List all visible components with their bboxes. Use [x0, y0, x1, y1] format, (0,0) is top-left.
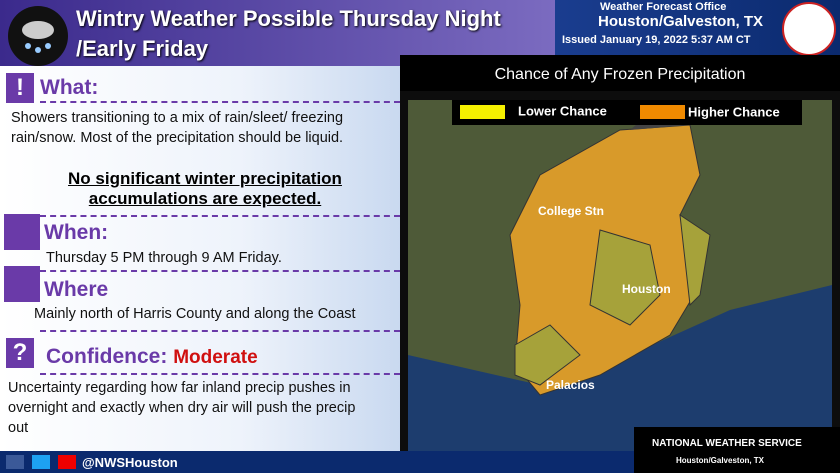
social-icon [6, 455, 24, 469]
title: Wintry Weather Possible Thursday Night [76, 6, 501, 31]
legend-entry: Higher Chance [688, 104, 780, 119]
heading: What: [40, 76, 99, 99]
divider [40, 330, 400, 332]
left-panel [0, 0, 400, 473]
footer [0, 451, 634, 473]
emphasis: No significant winter precipitation accu… [68, 169, 342, 208]
text: Mainly north of Harris County and along … [34, 306, 356, 322]
text: Uncertainty regarding how far inland pre… [8, 380, 356, 436]
heading: Confidence: [46, 345, 168, 368]
icon [4, 214, 40, 250]
icon: ! [6, 73, 34, 103]
weather-icon [8, 6, 68, 66]
nws: NATIONAL WEATHER SERVICE [652, 438, 802, 449]
heading: Where [44, 278, 109, 301]
text: Showers transitioning to a mix of rain/s… [11, 110, 344, 146]
icon [4, 266, 40, 302]
text: Thursday 5 PM through 9 AM Friday. [46, 250, 282, 266]
office: Weather Forecast Office [600, 1, 727, 13]
location: Houston/Galveston, TX [598, 13, 764, 30]
legend-entry: Lower Chance [518, 103, 607, 118]
level: Moderate [173, 347, 258, 368]
heading: Confidence: Moderate [46, 345, 258, 369]
handle: @NWSHouston [82, 455, 178, 470]
divider [40, 215, 400, 217]
map-label: Houston [622, 282, 671, 296]
map-label: College Stn [538, 204, 604, 218]
divider [40, 101, 400, 103]
social-icon [32, 455, 50, 469]
map: Chance of Any Frozen Precipitation Lower… [400, 55, 840, 451]
divider [40, 373, 400, 375]
social-icon [58, 455, 76, 469]
map-label: Palacios [546, 378, 595, 392]
divider [40, 270, 400, 272]
nws-logo [782, 2, 836, 56]
map-title: Chance of Any Frozen Precipitation [495, 66, 746, 83]
issued: Issued January 19, 2022 5:37 AM CT [562, 34, 751, 46]
icon: ? [6, 338, 34, 368]
nws-location: Houston/Galveston, TX [676, 456, 765, 465]
title: /Early Friday [76, 36, 209, 61]
heading: When: [44, 221, 109, 244]
nws-badge [634, 427, 840, 473]
